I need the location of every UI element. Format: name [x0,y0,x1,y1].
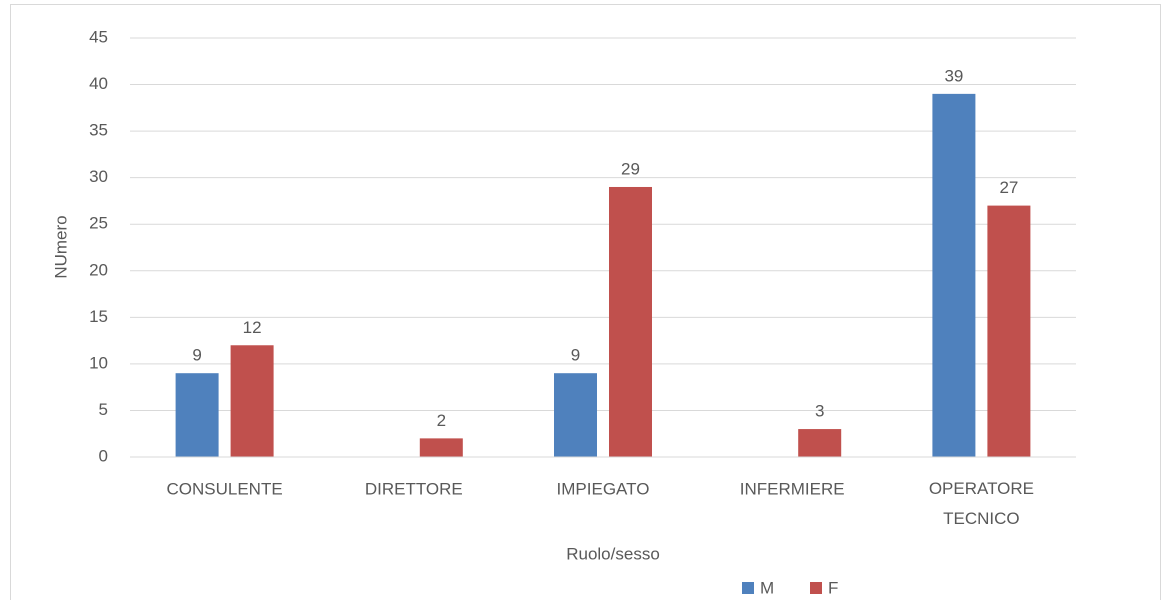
data-label: 39 [944,66,963,85]
x-tick-label: DIRETTORE [365,479,463,498]
data-label: 3 [815,402,824,421]
y-tick-label: 25 [89,214,108,233]
bar [987,205,1031,457]
y-tick-label: 5 [99,400,108,419]
y-tick-label: 10 [89,353,108,372]
data-label: 12 [243,318,262,337]
data-label: 9 [571,346,580,365]
bar [932,93,976,457]
x-tick-label: IMPIEGATO [557,479,650,498]
legend-swatch [742,582,754,594]
y-tick-label: 15 [89,307,108,326]
y-tick-label: 30 [89,167,108,186]
x-tick-label: CONSULENTE [167,479,283,498]
y-tick-label: 45 [89,27,108,46]
data-label: 9 [192,346,201,365]
legend-label: F [828,578,838,597]
data-label: 27 [999,178,1018,197]
x-axis-title: Ruolo/sesso [566,544,660,563]
bar [419,438,463,457]
bar [798,429,842,457]
legend-swatch [810,582,822,594]
y-tick-label: 20 [89,260,108,279]
bar [554,373,597,457]
data-label: 29 [621,159,640,178]
y-axis-title: NUmero [51,215,70,278]
y-tick-label: 35 [89,121,108,140]
bar [609,186,652,457]
x-tick-label: INFERMIERE [740,479,845,498]
y-tick-label: 40 [89,74,108,93]
bar [175,373,219,457]
legend-label: M [760,578,774,597]
y-tick-label: 0 [99,446,108,465]
data-label: 2 [437,411,446,430]
x-tick-label: OPERATORE TECNICO [929,479,1034,528]
bar [230,345,274,457]
